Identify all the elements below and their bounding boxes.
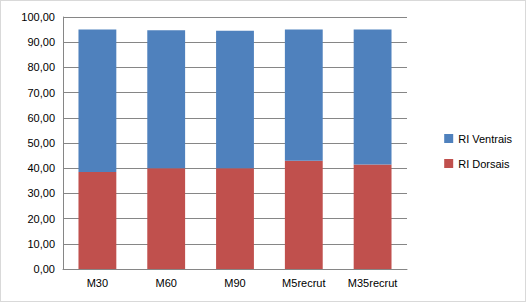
- svg-text:M30: M30: [87, 277, 108, 289]
- svg-text:90,00: 90,00: [27, 36, 55, 48]
- svg-text:70,00: 70,00: [27, 87, 55, 99]
- svg-text:10,00: 10,00: [27, 238, 55, 250]
- svg-text:20,00: 20,00: [27, 213, 55, 225]
- svg-text:30,00: 30,00: [27, 187, 55, 199]
- svg-text:M5recrut: M5recrut: [282, 277, 325, 289]
- svg-text:50,00: 50,00: [27, 137, 55, 149]
- svg-text:100,00: 100,00: [21, 11, 55, 23]
- svg-text:M60: M60: [155, 277, 176, 289]
- svg-text:60,00: 60,00: [27, 112, 55, 124]
- svg-text:80,00: 80,00: [27, 61, 55, 73]
- svg-text:0,00: 0,00: [34, 263, 55, 275]
- svg-text:M90: M90: [224, 277, 245, 289]
- svg-text:40,00: 40,00: [27, 162, 55, 174]
- svg-text:RI Ventrais: RI Ventrais: [458, 133, 512, 145]
- svg-text:RI Dorsais: RI Dorsais: [458, 158, 510, 170]
- svg-text:M35recrut: M35recrut: [348, 277, 398, 289]
